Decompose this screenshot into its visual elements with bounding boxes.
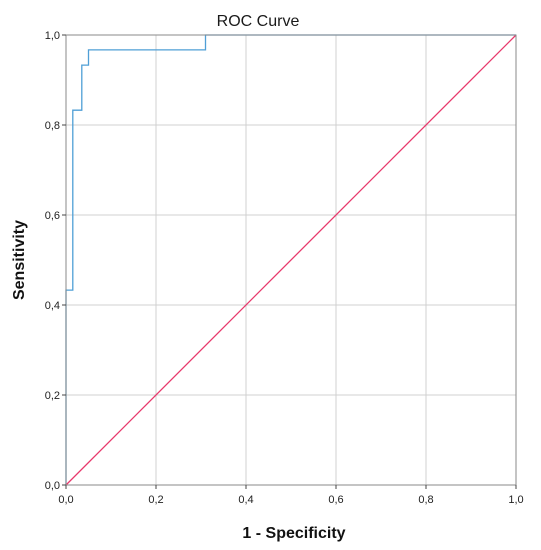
series-layer	[65, 34, 517, 486]
y-tick-label: 1,0	[45, 30, 60, 42]
x-tick-label: 0,2	[148, 494, 163, 506]
x-axis-label: 1 - Specificity	[242, 525, 345, 542]
x-tick-label: 0,6	[328, 494, 343, 506]
y-tick-label: 0,0	[45, 480, 60, 492]
y-tick-label: 0,8	[45, 120, 60, 132]
x-tick-label: 0,0	[58, 494, 73, 506]
reference-diagonal-line	[65, 34, 517, 486]
axis-ticks	[62, 34, 517, 489]
tick-labels: 0,0 0,2 0,4 0,6 0,8 1,0 0,0 0,2 0,4 0,6 0,8 1,0	[45, 30, 524, 506]
plot-frame	[65, 34, 517, 486]
chart-title: ROC Curve	[217, 13, 300, 30]
y-axis-label: Sensitivity	[11, 220, 28, 300]
x-tick-label: 0,8	[418, 494, 433, 506]
y-tick-label: 0,2	[45, 390, 60, 402]
roc-curve-line	[65, 34, 516, 485]
y-tick-label: 0,6	[45, 210, 60, 222]
y-tick-label: 0,4	[45, 300, 60, 312]
x-tick-label: 0,4	[238, 494, 253, 506]
grid	[66, 35, 516, 485]
x-tick-label: 1,0	[508, 494, 523, 506]
